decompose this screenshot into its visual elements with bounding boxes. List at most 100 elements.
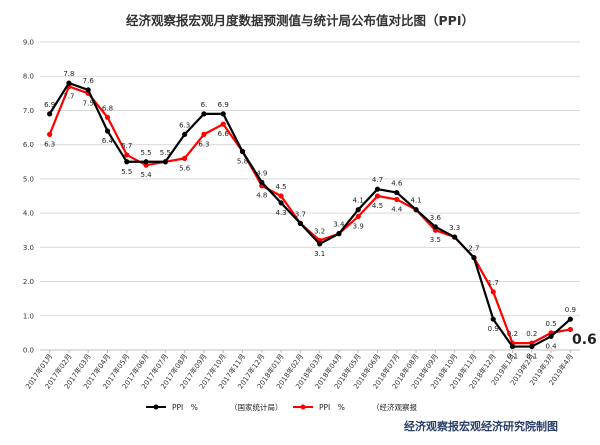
series-point-1	[182, 155, 188, 161]
data-label-nbs: 6.9	[44, 101, 55, 109]
series-line-0	[48, 81, 572, 348]
series-point-0	[259, 179, 265, 185]
data-label-eo: 3.2	[314, 227, 325, 235]
legend-label-eo: PPI %	[319, 403, 345, 412]
series-point-0	[201, 111, 207, 117]
legend-label-nbs: PPI %	[172, 403, 198, 412]
series-point-0	[85, 87, 91, 93]
data-label-nbs: 6.	[201, 101, 208, 109]
data-label-nbs: 0.9	[565, 306, 576, 314]
legend-marker-nbs	[153, 404, 159, 410]
data-label-nbs: 4.1	[411, 197, 422, 205]
y-tick-label: 4.0	[23, 210, 34, 218]
legend-source-eo: （经济观察报	[372, 402, 417, 412]
series-point-1	[374, 193, 381, 199]
data-label-eo: 4.8	[256, 192, 267, 200]
series-point-0	[182, 131, 188, 137]
data-label-nbs: 4.1	[353, 197, 364, 205]
data-label-eo: 3.9	[353, 223, 364, 231]
data-label-nbs: 0.4	[546, 342, 558, 350]
data-label-nbs: 0.1	[526, 353, 537, 361]
data-label-eo: 0.5	[546, 320, 557, 328]
y-tick-label: 1.0	[23, 312, 34, 320]
y-tick-label: 2.0	[23, 278, 34, 286]
data-label-eo: 6.8	[102, 104, 113, 112]
data-label-nbs: 2.7	[468, 245, 479, 253]
series-layer	[47, 80, 573, 350]
series-point-0	[47, 111, 53, 117]
data-label-eo: 6.3	[44, 140, 55, 148]
series-point-0	[490, 316, 496, 322]
series-point-0	[509, 343, 516, 350]
data-label-eo: 4.5	[276, 183, 287, 191]
data-label-nbs: 7.8	[63, 70, 74, 78]
series-point-0	[278, 200, 284, 206]
data-label-nbs: 0.1	[507, 353, 518, 361]
series-point-0	[124, 159, 130, 165]
data-label-eo: 0.2	[507, 330, 518, 338]
series-point-0	[394, 189, 400, 196]
series-point-0	[374, 186, 381, 192]
legend-marker-eo	[300, 404, 306, 410]
data-label-nbs: 3.1	[314, 250, 325, 258]
series-point-0	[452, 234, 458, 240]
data-label-nbs: 0.9	[488, 325, 499, 333]
footer-credit: 经济观察报宏观经济研究院制图	[404, 419, 558, 433]
series-point-0	[317, 241, 323, 247]
data-label-nbs: 7.6	[83, 77, 95, 85]
data-label-eo: 6.6	[218, 130, 230, 138]
data-label-nbs: 4.7	[372, 176, 383, 184]
series-point-1	[220, 121, 226, 127]
series-point-0	[432, 224, 438, 230]
data-label-eo: 7.5	[83, 99, 94, 107]
data-label-eo: 5.7	[121, 142, 132, 150]
data-label-nbs: 3.7	[295, 210, 306, 218]
data-label-nbs: 6.4	[102, 137, 114, 145]
data-label-eo: 5.8	[237, 158, 248, 166]
data-label-nbs: 5.5	[121, 168, 132, 176]
series-point-1	[124, 152, 130, 158]
series-point-1	[201, 131, 207, 137]
data-label-eo: 4.4	[391, 205, 403, 213]
y-tick-label: 7.0	[23, 107, 34, 115]
series-point-1	[567, 326, 573, 333]
data-label-nbs: 5.5	[160, 149, 171, 157]
series-point-0	[413, 207, 419, 213]
data-label-eo: 4.5	[372, 202, 383, 210]
data-label-nbs: 6.9	[218, 101, 229, 109]
series-point-0	[567, 316, 573, 322]
series-point-1	[490, 289, 496, 295]
series-point-0	[548, 333, 554, 339]
legend: PPI % （国家统计局） PPI % （经济观察报	[146, 402, 417, 412]
data-label-nbs: 4.3	[276, 209, 287, 217]
series-point-0	[355, 207, 361, 213]
series-point-0	[336, 231, 342, 237]
series-point-0	[471, 255, 477, 261]
y-axis: 0.0 1.0 2.0 3.0 4.0 5.0 6.0 7.0 8.0 9.0	[23, 39, 34, 355]
series-point-1	[104, 114, 111, 120]
highlight-value: 0.6	[572, 332, 597, 348]
data-label-nbs: 5.5	[141, 149, 152, 157]
series-point-0	[162, 159, 168, 165]
y-tick-label: 3.0	[23, 244, 34, 252]
series-point-0	[529, 343, 535, 350]
data-labels: 6.9 7.8 7.6 6.4 5.5 5.5 5.5 6.3 6. 6.9 4.9 4.3 3.7 3.…	[44, 70, 576, 361]
data-label-eo: 6.3	[198, 140, 209, 148]
data-label-eo: 5.4	[141, 171, 153, 179]
data-label-eo: 1.7	[488, 279, 499, 287]
series-point-0	[220, 111, 226, 117]
y-tick-label: 9.0	[23, 39, 34, 47]
data-label-nbs: 3.3	[449, 224, 460, 232]
series-line-1	[48, 85, 571, 345]
data-label-nbs: 6.3	[179, 121, 190, 129]
series-point-0	[297, 220, 303, 226]
data-label-nbs: 3.6	[430, 214, 442, 222]
series-point-1	[394, 196, 400, 203]
data-label-nbs: 4.9	[256, 169, 267, 177]
series-point-1	[355, 213, 361, 220]
y-tick-label: 6.0	[23, 141, 34, 149]
data-label-nbs: 3.4	[333, 221, 345, 229]
y-tick-label: 8.0	[23, 73, 34, 81]
series-point-0	[143, 159, 149, 165]
series-point-0	[239, 148, 246, 155]
